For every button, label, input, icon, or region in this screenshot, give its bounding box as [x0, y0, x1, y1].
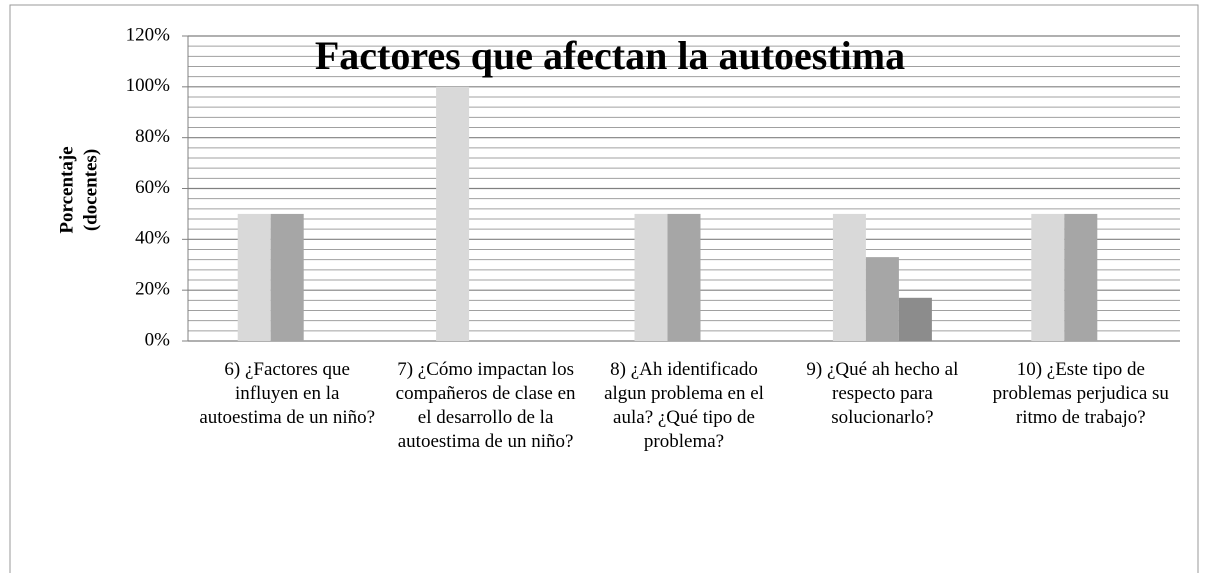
bar: [270, 213, 304, 341]
y-axis-label: Porcentaje (docentes): [56, 146, 101, 233]
y-tick-label: 100%: [126, 75, 171, 96]
chart-title: Factores que afectan la autoestima: [315, 33, 905, 78]
y-tick-label: 0%: [145, 329, 171, 350]
bar: [1064, 213, 1098, 341]
x-tick-label: 7) ¿Cómo impactan los compañeros de clas…: [395, 359, 576, 452]
y-axis-label-line: (docentes): [80, 149, 101, 231]
y-tick-label: 80%: [135, 126, 170, 147]
y-axis-label-line: Porcentaje: [56, 146, 77, 233]
bar: [832, 213, 866, 341]
y-tick-label: 60%: [135, 177, 170, 198]
x-tick-label: 10) ¿Este tipo de problemas perjudica su…: [992, 359, 1169, 428]
y-tick-label: 120%: [126, 24, 171, 45]
bar: [436, 86, 470, 341]
bar: [667, 213, 701, 341]
x-tick-label: 6) ¿Factores que influyen en la autoesti…: [199, 359, 376, 428]
x-tick-label: 9) ¿Qué ah hecho al respecto para soluci…: [806, 359, 959, 428]
bar: [865, 257, 899, 341]
bar: [1031, 213, 1065, 341]
bar: [898, 297, 932, 341]
bar: [237, 213, 271, 341]
y-tick-label: 40%: [135, 228, 170, 249]
chart-frame: [9, 4, 1199, 573]
y-tick-label: 20%: [135, 279, 170, 300]
x-tick-label: 8) ¿Ah identificado algun problema en el…: [604, 359, 764, 452]
bar: [634, 213, 668, 341]
